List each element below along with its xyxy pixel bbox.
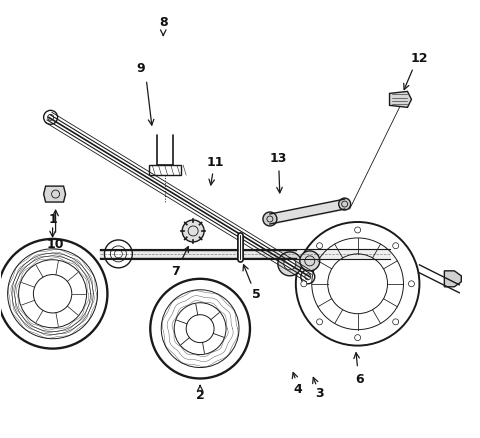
Text: 7: 7	[171, 265, 180, 278]
Text: 6: 6	[355, 372, 364, 385]
Circle shape	[278, 252, 302, 276]
Circle shape	[0, 240, 108, 349]
Circle shape	[301, 281, 307, 287]
Text: 3: 3	[315, 386, 324, 399]
Circle shape	[393, 243, 399, 249]
Circle shape	[408, 281, 414, 287]
Circle shape	[355, 335, 360, 341]
Circle shape	[284, 258, 296, 270]
Polygon shape	[44, 187, 66, 203]
Circle shape	[339, 198, 351, 211]
Circle shape	[300, 251, 320, 271]
Circle shape	[150, 279, 250, 378]
Circle shape	[182, 220, 204, 242]
Circle shape	[105, 240, 132, 268]
Text: 10: 10	[47, 238, 64, 251]
Text: 12: 12	[411, 52, 428, 65]
Polygon shape	[390, 92, 411, 108]
FancyBboxPatch shape	[149, 166, 181, 176]
Text: 4: 4	[293, 382, 302, 395]
Circle shape	[393, 319, 399, 325]
Circle shape	[355, 227, 360, 233]
Polygon shape	[444, 271, 461, 287]
Text: 1: 1	[48, 213, 57, 226]
Circle shape	[263, 212, 277, 226]
Text: 11: 11	[206, 155, 224, 168]
Text: 13: 13	[269, 152, 287, 164]
Text: 5: 5	[252, 288, 260, 300]
Text: 9: 9	[136, 62, 144, 75]
Text: 8: 8	[159, 16, 168, 29]
Circle shape	[317, 319, 323, 325]
Text: 2: 2	[196, 388, 204, 401]
Circle shape	[317, 243, 323, 249]
